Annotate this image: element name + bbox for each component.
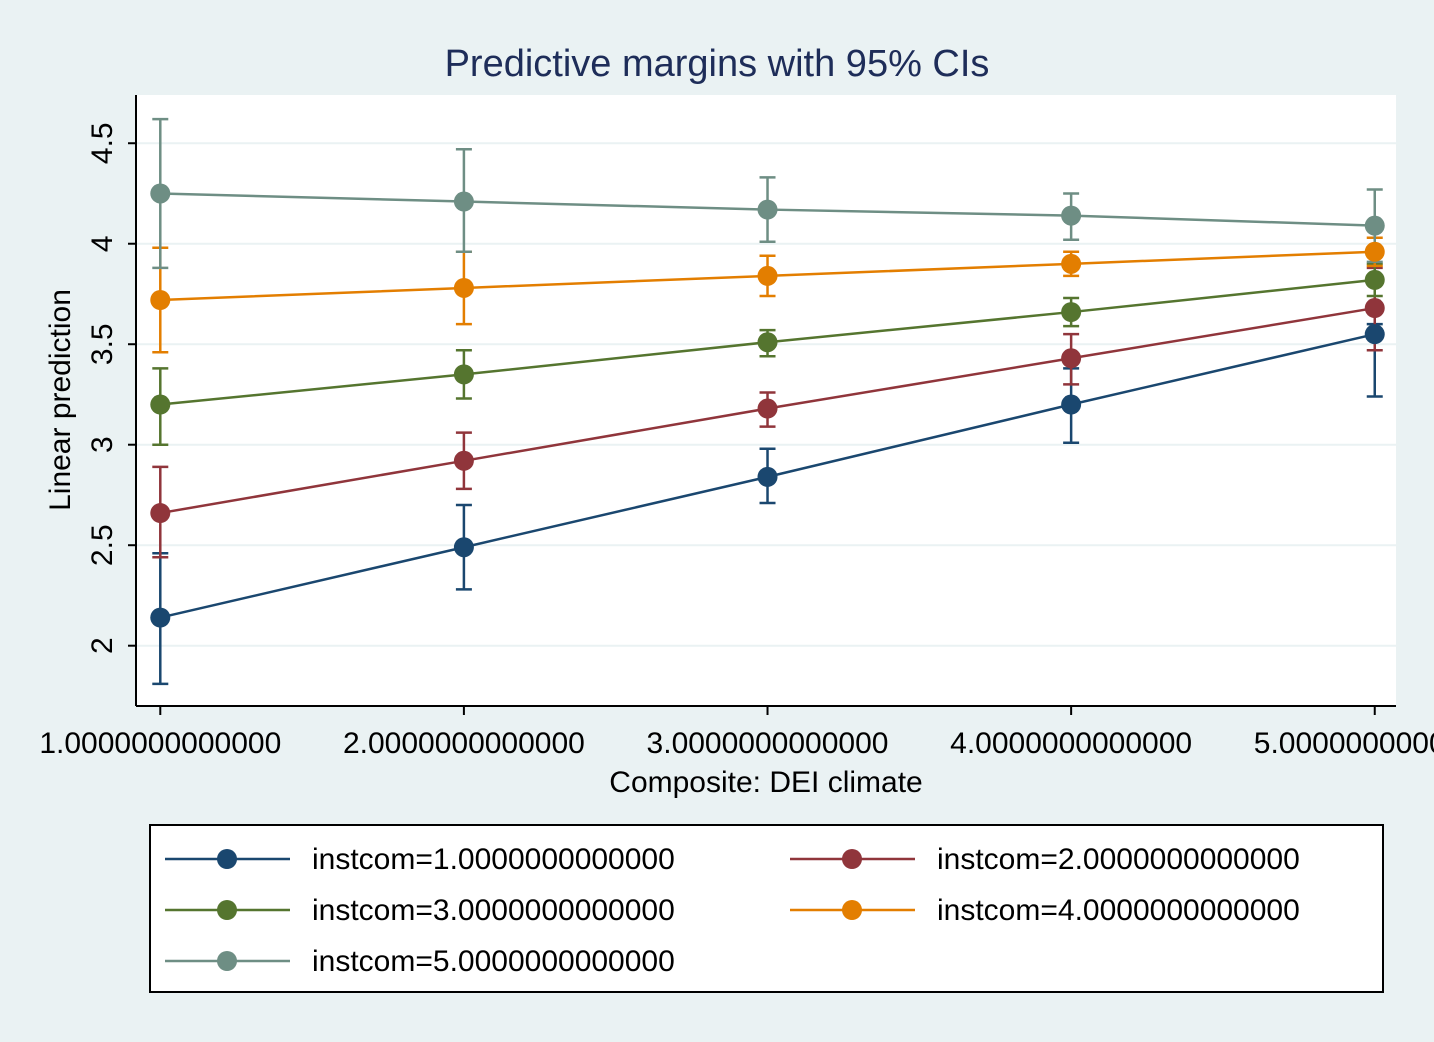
legend-marker xyxy=(217,951,237,971)
legend-marker xyxy=(217,849,237,869)
data-point xyxy=(1061,394,1082,415)
legend-box xyxy=(149,824,1384,993)
legend-marker xyxy=(217,900,237,920)
legend-label: instcom=1.0000000000000 xyxy=(312,843,675,876)
data-point xyxy=(757,466,778,487)
data-point xyxy=(757,265,778,286)
legend-marker xyxy=(842,849,862,869)
data-point xyxy=(1061,253,1082,274)
data-point xyxy=(150,607,171,628)
x-tick-label: 4.0000000000000 xyxy=(950,727,1192,760)
legend-marker xyxy=(842,900,862,920)
legend-label: instcom=3.0000000000000 xyxy=(312,894,675,927)
data-point xyxy=(453,277,474,298)
x-tick-label: 5.0000000000000 xyxy=(1254,727,1434,760)
data-point xyxy=(1061,348,1082,369)
x-tick-label: 1.0000000000000 xyxy=(39,727,281,760)
data-point xyxy=(757,398,778,419)
chart-title: Predictive margins with 95% CIs xyxy=(445,43,990,85)
x-axis-label: Composite: DEI climate xyxy=(609,766,922,799)
y-tick-label: 3 xyxy=(86,436,119,453)
data-point xyxy=(1364,241,1385,262)
data-point xyxy=(453,191,474,212)
x-tick-label: 2.0000000000000 xyxy=(343,727,585,760)
x-tick-label: 3.0000000000000 xyxy=(647,727,889,760)
data-point xyxy=(757,199,778,220)
data-point xyxy=(1364,324,1385,345)
data-point xyxy=(757,332,778,353)
data-point xyxy=(150,503,171,524)
data-point xyxy=(1061,205,1082,226)
data-point xyxy=(150,290,171,311)
data-point xyxy=(453,450,474,471)
data-point xyxy=(1061,302,1082,323)
legend-label: instcom=4.0000000000000 xyxy=(937,894,1300,927)
y-tick-label: 2 xyxy=(86,637,119,654)
data-point xyxy=(150,183,171,204)
y-tick-label: 3.5 xyxy=(86,323,119,365)
data-point xyxy=(1364,215,1385,236)
data-point xyxy=(453,364,474,385)
y-tick-label: 4.5 xyxy=(86,122,119,164)
y-tick-label: 2.5 xyxy=(86,524,119,566)
data-point xyxy=(150,394,171,415)
legend-label: instcom=2.0000000000000 xyxy=(937,843,1300,876)
data-point xyxy=(1364,269,1385,290)
data-point xyxy=(1364,298,1385,319)
legend-label: instcom=5.0000000000000 xyxy=(312,945,675,978)
y-tick-label: 4 xyxy=(86,235,119,252)
data-point xyxy=(453,537,474,558)
y-axis-label: Linear prediction xyxy=(44,289,77,511)
